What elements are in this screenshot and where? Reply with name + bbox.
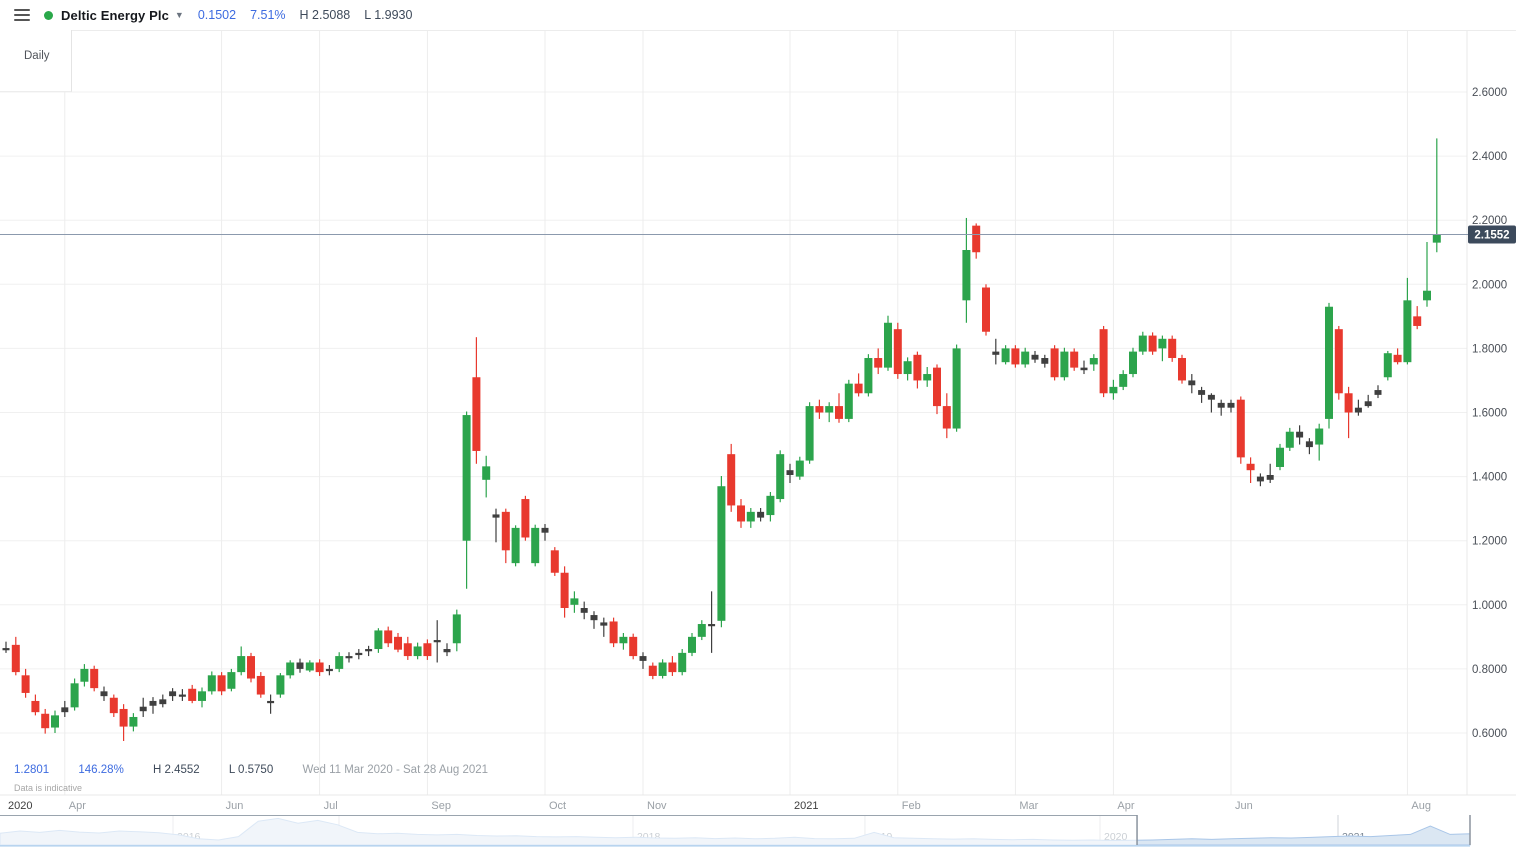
svg-text:0.8000: 0.8000 xyxy=(1472,664,1507,676)
y-axis-labels: 0.6000 0.8000 1.0000 1.2000 1.4000 1.6000 1.80… xyxy=(1472,87,1507,740)
range-stats: 1.2801 146.28% H 2.4552 L 0.5750 Wed 11 … xyxy=(14,764,514,776)
change-percent: 7.51% xyxy=(250,8,286,22)
svg-text:Oct: Oct xyxy=(549,800,566,812)
navigator[interactable]: 2014201620172018201920202021 xyxy=(0,815,1471,847)
svg-text:Aug: Aug xyxy=(1411,800,1431,812)
svg-text:Sep: Sep xyxy=(431,800,451,812)
menu-icon[interactable] xyxy=(14,9,30,21)
x-axis-labels: 2020 Apr Jun Jul Sep Oct Nov 2021 Feb Mar Apr Jun Au… xyxy=(8,800,1431,812)
navigator-mask xyxy=(0,815,1138,845)
svg-text:1.2000: 1.2000 xyxy=(1472,536,1507,548)
data-indicative-note: Data is indicative xyxy=(14,783,83,793)
svg-text:2.4000: 2.4000 xyxy=(1472,151,1507,163)
chevron-down-icon[interactable]: ▼ xyxy=(174,10,184,20)
svg-text:Nov: Nov xyxy=(647,800,667,812)
axes xyxy=(0,30,1516,796)
range-change-percent: 146.28% xyxy=(78,764,124,776)
svg-text:1.4000: 1.4000 xyxy=(1472,472,1507,484)
svg-text:Jul: Jul xyxy=(324,800,338,812)
change-value: 0.1502 xyxy=(197,8,237,22)
session-high: H 2.5088 xyxy=(299,8,351,22)
svg-text:2.6000: 2.6000 xyxy=(1472,87,1507,99)
svg-text:2.2000: 2.2000 xyxy=(1472,215,1507,227)
range-high: H 2.4552 xyxy=(153,764,200,776)
timeframe-selector[interactable]: Daily xyxy=(0,30,72,92)
svg-text:1.8000: 1.8000 xyxy=(1472,343,1507,355)
svg-text:Mar: Mar xyxy=(1019,800,1038,812)
svg-text:Jun: Jun xyxy=(226,800,244,812)
svg-text:Apr: Apr xyxy=(1117,800,1134,812)
svg-text:Apr: Apr xyxy=(69,800,86,812)
range-low: L 0.5750 xyxy=(228,764,274,776)
candlestick-series[interactable] xyxy=(2,138,1441,742)
svg-text:0.6000: 0.6000 xyxy=(1472,728,1507,740)
current-price-line: 2.1552 xyxy=(0,225,1516,244)
market-open-status-icon xyxy=(44,10,53,20)
svg-text:2020: 2020 xyxy=(8,800,32,812)
range-dates: Wed 11 Mar 2020 - Sat 28 Aug 2021 xyxy=(302,764,489,776)
svg-text:2.0000: 2.0000 xyxy=(1472,279,1507,291)
svg-text:Jun: Jun xyxy=(1235,800,1253,812)
current-price-label xyxy=(1468,225,1516,244)
instrument-name[interactable]: Deltic Energy Plc xyxy=(61,7,169,23)
session-low: L 1.9930 xyxy=(364,8,413,22)
range-change: 1.2801 xyxy=(14,764,50,776)
svg-text:2021: 2021 xyxy=(794,800,818,812)
timeframe-label: Daily xyxy=(24,50,50,62)
svg-text:2.1552: 2.1552 xyxy=(1474,230,1509,242)
toolbar: Deltic Energy Plc ▼ 0.1502 7.51% H 2.508… xyxy=(0,0,1516,31)
svg-text:Feb: Feb xyxy=(902,800,921,812)
svg-text:1.0000: 1.0000 xyxy=(1472,600,1507,612)
svg-text:1.6000: 1.6000 xyxy=(1472,408,1507,420)
